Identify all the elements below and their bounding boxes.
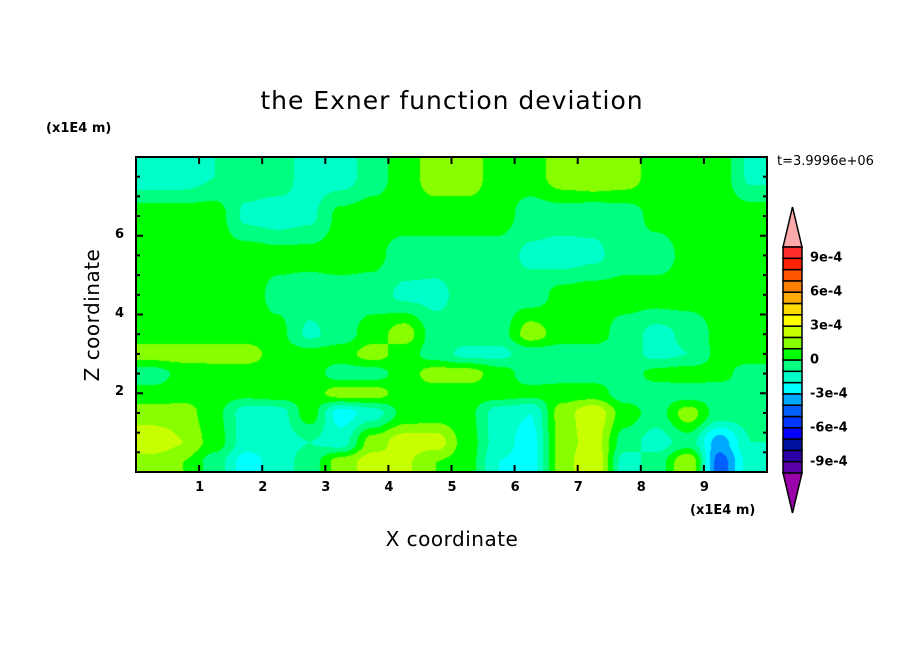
x-tick-label: 6 [510, 480, 520, 495]
colorbar-swatch [782, 404, 803, 418]
contour-field [136, 157, 767, 472]
colorbar-swatch [782, 325, 803, 339]
x-tick-label: 2 [258, 480, 268, 495]
x-tick-label: 5 [447, 480, 457, 495]
colorbar-swatch [782, 359, 803, 373]
colorbar-swatch [782, 460, 803, 474]
colorbar-swatch [782, 449, 803, 463]
x-tick-label: 3 [321, 480, 331, 495]
colorbar-swatch [782, 347, 803, 361]
colorbar-swatch [782, 393, 803, 406]
x-unit-label: (x1E4 m) [690, 503, 756, 518]
colorbar-under-triangle [782, 472, 803, 514]
y-axis-label: Z coordinate [80, 248, 104, 382]
colorbar-swatch [782, 314, 803, 327]
plot-frame [135, 156, 768, 473]
colorbar-over-triangle [782, 206, 803, 248]
x-tick-label: 1 [195, 480, 205, 495]
x-axis-label: X coordinate [385, 527, 519, 551]
y-tick-label: 2 [115, 384, 125, 400]
colorbar-swatch [782, 302, 803, 316]
colorbar-tick-label: 3e-4 [810, 318, 843, 334]
colorbar-swatch [782, 257, 803, 271]
colorbar-swatch [782, 291, 803, 305]
colorbar-tick-label: -6e-4 [810, 420, 848, 436]
y-unit-label: (x1E4 m) [46, 121, 112, 136]
x-tick-label: 4 [384, 480, 394, 495]
colorbar-swatch [782, 381, 803, 395]
colorbar-tick-label: 0 [810, 352, 820, 368]
colorbar-tick-label: 9e-4 [810, 250, 843, 266]
colorbar-tick-label: -9e-4 [810, 454, 848, 470]
y-tick-label: 6 [115, 226, 125, 242]
colorbar-swatch [782, 280, 803, 293]
colorbar-swatch [782, 246, 803, 260]
colorbar-swatch [782, 438, 803, 452]
x-tick-label: 8 [636, 480, 646, 495]
colorbar-tick-label: 6e-4 [810, 284, 843, 300]
x-tick-label: 9 [699, 480, 709, 495]
y-tick-label: 4 [115, 305, 125, 321]
colorbar-swatch [782, 268, 803, 282]
chart-title: the Exner function deviation [260, 86, 644, 115]
colorbar-swatch [782, 427, 803, 440]
colorbar-tick-label: -3e-4 [810, 386, 848, 402]
x-tick-label: 7 [573, 480, 583, 495]
time-label: t=3.9996e+06 [777, 154, 874, 169]
colorbar-swatch [782, 336, 803, 350]
colorbar-swatch [782, 415, 803, 429]
colorbar-swatch [782, 370, 803, 384]
